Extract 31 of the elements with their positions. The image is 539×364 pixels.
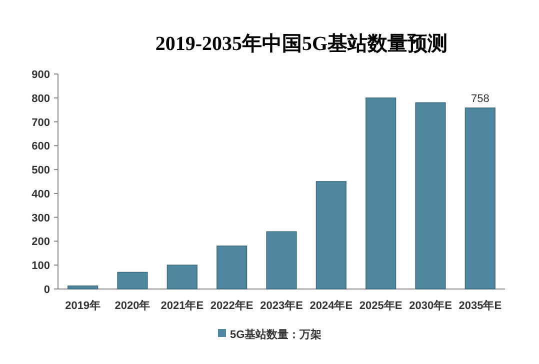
y-tick-label: 200: [32, 236, 50, 248]
y-tick-label: 600: [32, 140, 50, 153]
bar: [266, 231, 297, 290]
bar: [166, 264, 198, 290]
x-tick-label: 2035年E: [458, 299, 502, 312]
y-tick-label: 900: [32, 69, 50, 81]
y-tick-label: 0: [44, 284, 50, 296]
bar: [366, 97, 396, 290]
x-tick-label: 2020年: [114, 299, 150, 312]
x-tick-label: 2024年E: [310, 299, 353, 312]
y-tick-label: 800: [32, 92, 50, 105]
bar: [316, 181, 346, 290]
bar: [68, 285, 98, 290]
x-tick-label: 2030年E: [409, 299, 452, 312]
y-tick-label: 500: [32, 164, 50, 177]
bar: [464, 108, 496, 290]
text: 758: [470, 92, 490, 105]
x-tick-label: 2019年: [65, 299, 101, 312]
y-tick-label: 100: [32, 260, 50, 272]
x-tick-label: 2025年E: [359, 299, 402, 312]
y-tick-label: 300: [32, 212, 50, 224]
y-tick-label: 400: [32, 188, 50, 200]
bar: [216, 246, 248, 290]
y-tick-label: 700: [32, 116, 50, 129]
bar: [415, 102, 446, 290]
x-tick-label: 2023年E: [260, 299, 303, 312]
chart-title: 2019-2035年中国5G基站数量预测: [155, 33, 448, 55]
legend-label: 5G基站数量：万架: [230, 328, 322, 341]
bar: [117, 272, 148, 290]
x-tick-label: 2021年E: [160, 299, 204, 312]
x-tick-label: 2022年E: [210, 299, 254, 312]
